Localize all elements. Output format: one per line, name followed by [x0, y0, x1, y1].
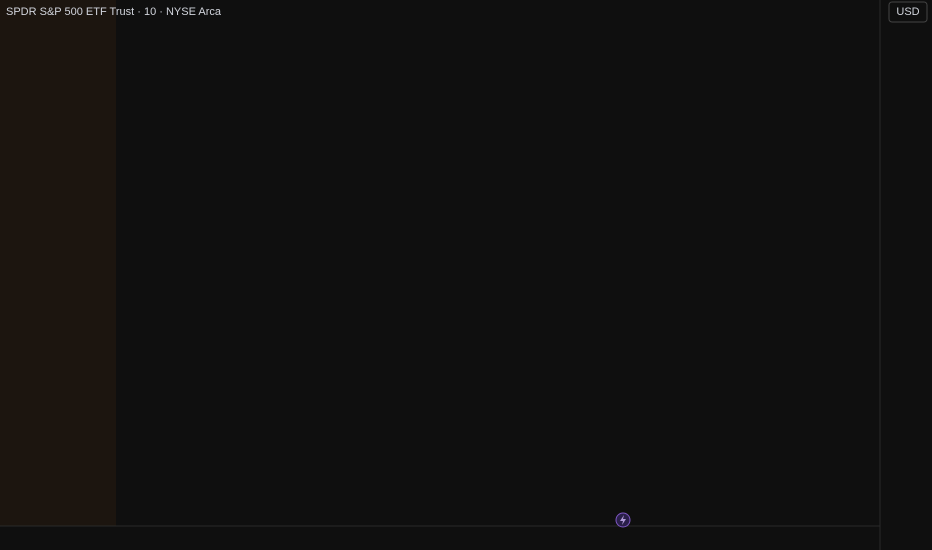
currency-label[interactable]: USD: [896, 6, 919, 18]
chart-title: SPDR S&P 500 ETF Trust · 10 · NYSE Arca: [6, 6, 222, 18]
currency-button[interactable]: [888, 1, 928, 23]
premarket-shade: [0, 0, 116, 526]
alert-icon: [620, 515, 626, 525]
